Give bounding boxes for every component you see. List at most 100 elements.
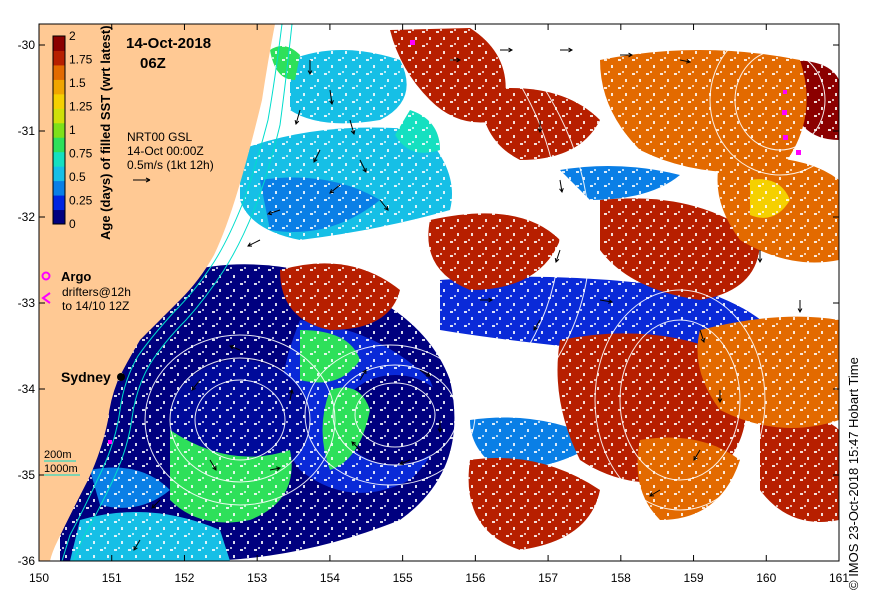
- current-arrow: [560, 47, 574, 53]
- argo-markers: [108, 40, 801, 444]
- sydney-label: Sydney: [61, 369, 111, 385]
- x-tick-label: 156: [465, 571, 485, 585]
- colorbar-segment: [53, 36, 65, 51]
- colorbar-segment: [53, 64, 65, 80]
- current-arrow: [699, 329, 706, 343]
- current-arrow: [351, 441, 361, 451]
- drifters-legend-label-1: drifters@12h: [62, 285, 131, 299]
- current-arrow: [620, 52, 634, 58]
- current-arrow: [191, 379, 201, 391]
- argo-legend-label: Argo: [61, 269, 91, 284]
- colorbar-tick-label: 0: [69, 217, 76, 231]
- colorbar-tick-label: 0.75: [69, 147, 93, 161]
- current-arrow: [329, 89, 334, 106]
- depth-legend-200m: 200m: [44, 449, 72, 461]
- current-arrow: [797, 300, 803, 314]
- current-arrow: [151, 499, 161, 509]
- x-tick-label: 158: [611, 571, 631, 585]
- colorbar-segment: [53, 151, 65, 167]
- sydney-marker: [117, 373, 125, 381]
- current-arrow: [359, 369, 367, 381]
- x-tick-label: 161: [829, 571, 849, 585]
- current-arrow: [450, 57, 462, 63]
- current-arrow: [500, 47, 514, 53]
- colorbar-tick-label: 2: [69, 29, 76, 43]
- colorbar-segment: [53, 209, 65, 225]
- x-tick-label: 152: [174, 571, 194, 585]
- x-axis: 150 151 152 153 154 155 156 157 158 159 160 161: [29, 24, 849, 585]
- current-arrow: [289, 388, 294, 401]
- product-name: NRT00 GSL: [127, 130, 192, 144]
- colorbar-segment: [53, 137, 65, 153]
- current-arrow: [349, 119, 356, 136]
- y-tick-label: -35: [18, 468, 36, 482]
- colorbar-frame: [52, 35, 66, 225]
- drifters-legend-label-2: to 14/10 12Z: [62, 299, 129, 313]
- colorbar-label: Age (days) of filled SST (wrt latest): [98, 25, 113, 240]
- colorbar-tick-label: 0.5: [69, 170, 86, 184]
- colorbar-segment: [53, 93, 65, 109]
- y-tick-label: -31: [18, 124, 36, 138]
- colorbar-tick-label: 1: [69, 123, 76, 137]
- current-arrow: [693, 449, 701, 461]
- colorbar-tick-label: 1.75: [69, 53, 93, 67]
- current-arrow: [229, 345, 241, 351]
- current-arrow: [329, 184, 341, 194]
- x-tick-label: 160: [756, 571, 776, 585]
- x-tick-label: 150: [29, 571, 49, 585]
- argo-legend-symbol: [41, 271, 51, 281]
- depth-legend-1000m: 1000m: [44, 463, 78, 475]
- x-tick-label: 155: [393, 571, 413, 585]
- colorbar: 2 1.75 1.5 1.25 1 0.75 0.5 0.25 0: [52, 29, 93, 231]
- vector-scale-arrow: [133, 177, 151, 183]
- depth-contour-200m: [61, 24, 283, 561]
- x-tick-label: 157: [538, 571, 558, 585]
- current-arrow: [399, 459, 411, 465]
- colorbar-segment: [53, 166, 65, 182]
- depth-contour-1000m: [73, 24, 293, 561]
- map-date: 14-Oct-2018: [126, 35, 211, 52]
- colorbar-segment: [53, 79, 65, 95]
- current-arrow: [267, 209, 281, 216]
- y-tick-label: -36: [18, 554, 36, 568]
- current-arrow: [649, 489, 661, 497]
- current-arrow: [554, 249, 561, 263]
- current-arrow: [437, 420, 443, 434]
- plot-frame: [38, 23, 840, 562]
- current-arrow: [757, 250, 763, 264]
- current-arrow: [379, 199, 389, 211]
- y-tick-label: -30: [18, 38, 36, 52]
- sst-age-field: [39, 24, 839, 561]
- current-arrow: [679, 59, 692, 64]
- current-arrow: [209, 459, 217, 471]
- current-vectors: [133, 47, 803, 551]
- colorbar-tick-label: 0.25: [69, 194, 93, 208]
- current-arrow: [294, 109, 301, 126]
- map-time: 06Z: [140, 55, 166, 72]
- colorbar-segment: [53, 180, 65, 196]
- y-tick-label: -33: [18, 296, 36, 310]
- current-arrow: [419, 369, 431, 377]
- current-arrow: [599, 299, 614, 304]
- y-tick-label: -32: [18, 210, 36, 224]
- colorbar-segment: [53, 108, 65, 124]
- current-arrow: [717, 390, 723, 404]
- current-arrow: [480, 297, 494, 303]
- current-arrow: [269, 466, 282, 471]
- x-tick-label: 154: [320, 571, 340, 585]
- y-tick-label: -34: [18, 382, 36, 396]
- current-arrow: [559, 179, 564, 194]
- x-tick-label: 151: [102, 571, 122, 585]
- current-arrow: [313, 149, 321, 163]
- colorbar-tick-label: 1.25: [69, 100, 93, 114]
- map-plot-area: [39, 24, 839, 561]
- y-axis: -30 -31 -32 -33 -34 -35 -36: [18, 38, 839, 568]
- colorbar-segment: [53, 122, 65, 138]
- x-tick-label: 159: [684, 571, 704, 585]
- sea-level-contours: [144, 24, 839, 511]
- current-arrow: [247, 239, 261, 247]
- current-arrow: [359, 159, 367, 173]
- colorbar-segment: [53, 195, 65, 211]
- current-arrow: [133, 539, 141, 551]
